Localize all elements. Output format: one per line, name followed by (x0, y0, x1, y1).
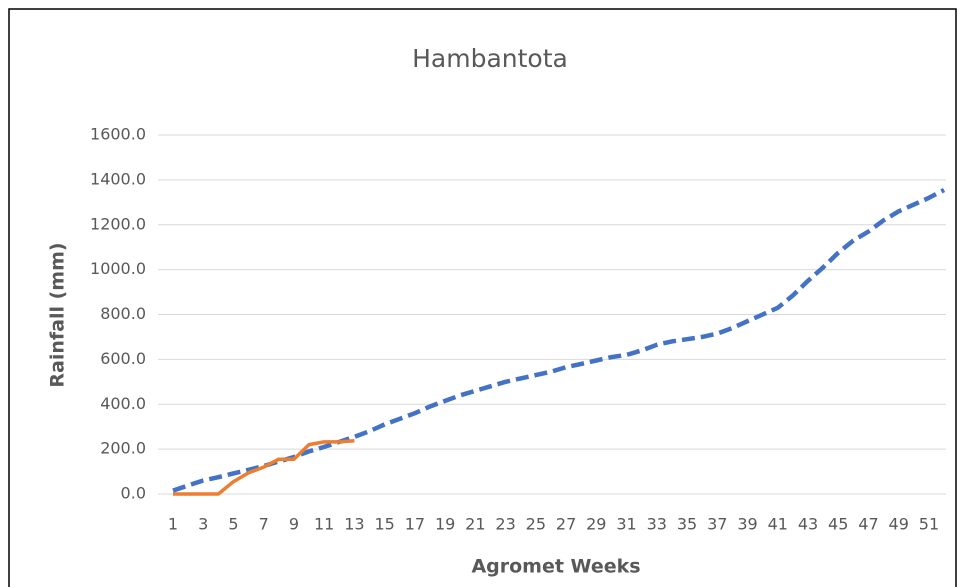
x-tick-label: 51 (919, 515, 939, 534)
y-tick-label: 800.0 (100, 304, 146, 323)
x-axis-label: Agromet Weeks (471, 556, 640, 578)
x-tick-label: 27 (556, 515, 576, 534)
x-tick-label: 29 (586, 515, 606, 534)
y-tick-label: 200.0 (100, 439, 146, 458)
y-tick-label: 1200.0 (90, 214, 146, 233)
y-tick-label: 1400.0 (90, 169, 146, 188)
x-tick-label: 13 (344, 515, 364, 534)
y-tick-label: 400.0 (100, 394, 146, 413)
x-tick-label: 43 (798, 515, 818, 534)
y-tick-label: 1000.0 (90, 259, 146, 278)
x-tick-label: 5 (228, 515, 238, 534)
x-tick-label: 47 (858, 515, 878, 534)
y-tick-label: 1600.0 (90, 125, 146, 144)
chart-title: Hambantota (412, 44, 568, 73)
chart-border (8, 8, 957, 587)
y-axis-label: Rainfall (mm) (47, 242, 69, 387)
x-tick-label: 31 (616, 515, 636, 534)
x-tick-label: 3 (198, 515, 208, 534)
x-tick-label: 49 (889, 515, 909, 534)
x-tick-label: 25 (526, 515, 546, 534)
x-tick-label: 19 (435, 515, 455, 534)
x-tick-label: 9 (289, 515, 299, 534)
x-tick-label: 7 (259, 515, 269, 534)
x-tick-label: 45 (828, 515, 848, 534)
x-tick-label: 37 (707, 515, 727, 534)
y-tick-label: 600.0 (100, 349, 146, 368)
y-tick-label: 0.0 (121, 484, 146, 503)
x-tick-label: 23 (495, 515, 515, 534)
x-tick-label: 41 (768, 515, 788, 534)
x-tick-label: 33 (647, 515, 667, 534)
x-tick-label: 1 (168, 515, 178, 534)
x-tick-label: 35 (677, 515, 697, 534)
x-tick-label: 21 (465, 515, 485, 534)
x-tick-label: 15 (374, 515, 394, 534)
x-tick-label: 39 (737, 515, 757, 534)
x-tick-label: 17 (405, 515, 425, 534)
series-line (173, 439, 355, 496)
x-tick-label: 11 (314, 515, 334, 534)
